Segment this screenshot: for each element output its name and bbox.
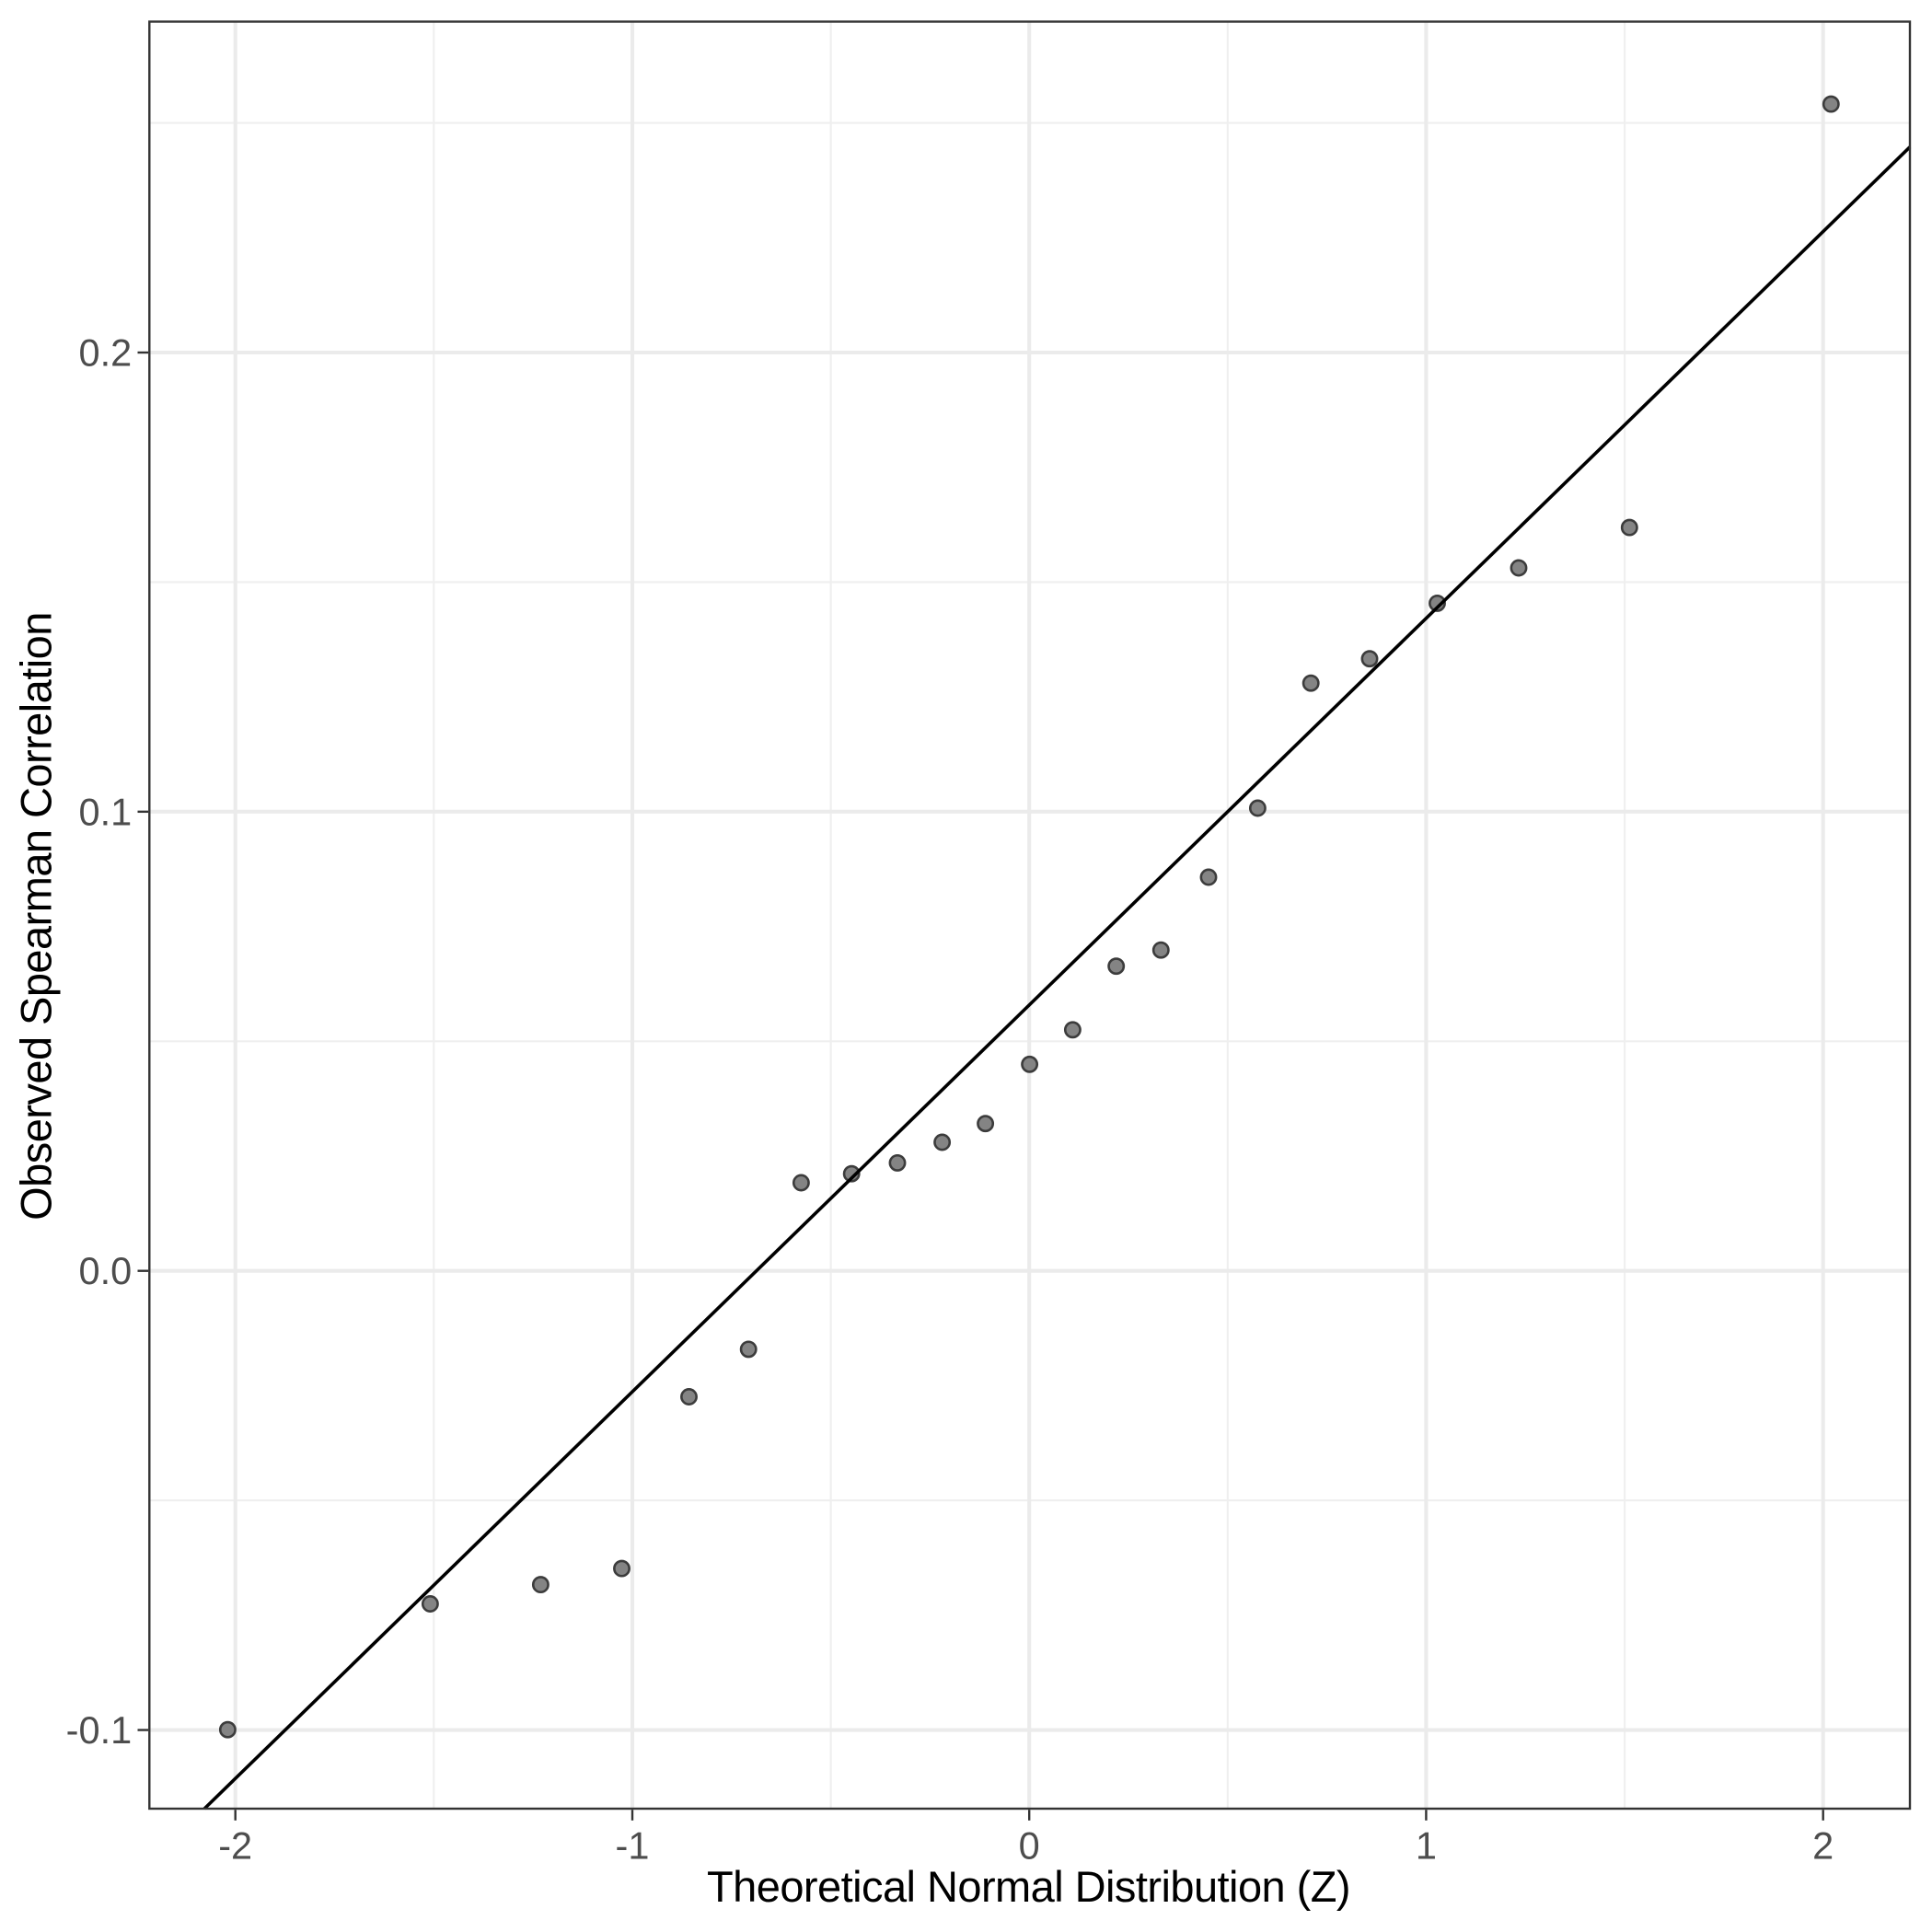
svg-text:2: 2 — [1812, 1824, 1834, 1868]
svg-text:-0.1: -0.1 — [66, 1708, 133, 1752]
svg-text:-1: -1 — [616, 1824, 650, 1868]
svg-text:0.0: 0.0 — [78, 1249, 132, 1292]
svg-text:0: 0 — [1019, 1824, 1040, 1868]
svg-text:Theoretical Normal Distributio: Theoretical Normal Distribution (Z) — [707, 1862, 1350, 1911]
svg-text:Observed Spearman Correlation: Observed Spearman Correlation — [12, 612, 61, 1221]
svg-text:0.2: 0.2 — [78, 331, 132, 375]
svg-text:1: 1 — [1416, 1824, 1437, 1868]
svg-text:0.1: 0.1 — [78, 790, 132, 833]
svg-text:-2: -2 — [218, 1824, 252, 1868]
